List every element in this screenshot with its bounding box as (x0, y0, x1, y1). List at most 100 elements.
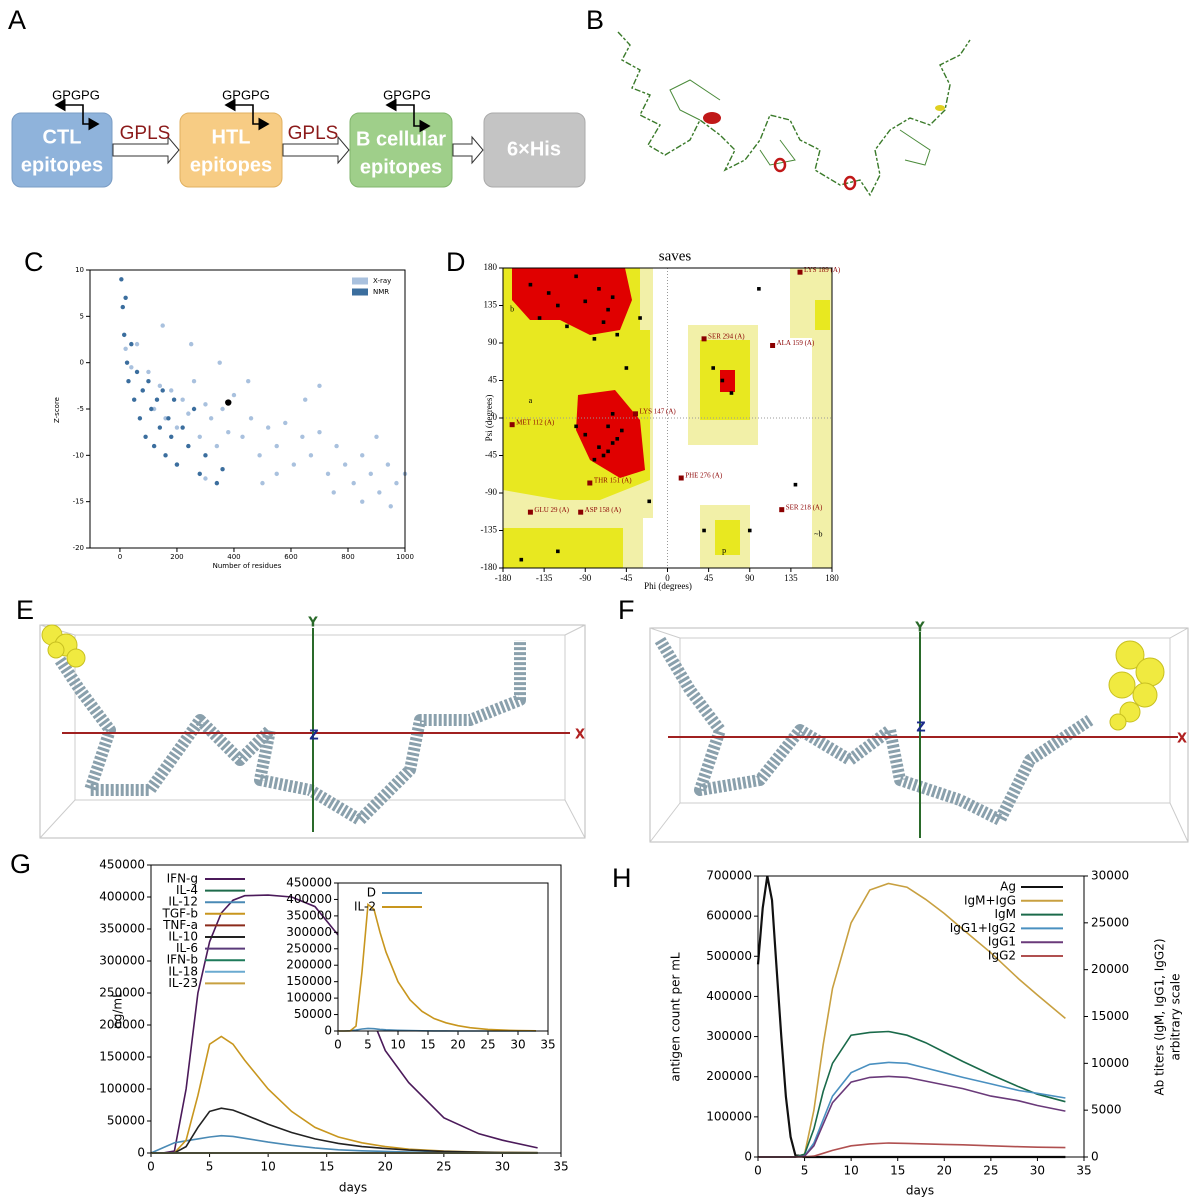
line-series (758, 1075, 1066, 1158)
point (638, 316, 642, 320)
x-tick-label: 20 (378, 1160, 393, 1174)
region-label: ~b (814, 529, 822, 538)
region-core (720, 370, 735, 392)
legend-label: IFN-b (167, 953, 198, 967)
y-tick-label: 50000 (294, 1007, 332, 1021)
epitope (41, 624, 86, 668)
legend-label: X-ray (373, 277, 391, 285)
chart: 0 5 10 15 20 25 30 3501000002000003000004000005… (669, 869, 1183, 1198)
region-allowed (815, 300, 830, 330)
legend-label: IL-18 (168, 964, 198, 978)
point (360, 499, 365, 504)
y-tick-label: 0 (744, 1150, 752, 1164)
point (556, 303, 560, 308)
legend-label: IL-4 (176, 883, 198, 897)
x-tick-label: 180 (825, 573, 839, 583)
y-tick-label: 90 (488, 337, 498, 347)
molecule (55, 640, 526, 826)
point (126, 379, 131, 384)
y-tick-label: 200000 (99, 1018, 145, 1032)
x-tick-label: 0 (147, 1160, 155, 1174)
point (624, 366, 629, 370)
point (720, 378, 725, 383)
legend-label: IL-23 (168, 976, 198, 990)
point (574, 274, 578, 279)
point (747, 528, 752, 533)
point (191, 406, 197, 412)
chart-title: saves (659, 248, 692, 264)
x-tick-label: 5 (801, 1164, 809, 1178)
point (134, 341, 140, 347)
point (217, 360, 222, 365)
point (597, 445, 601, 449)
panel-label: D (446, 247, 466, 277)
point (220, 406, 225, 412)
line-series (338, 902, 537, 1032)
point (556, 549, 560, 554)
helix (773, 157, 787, 173)
y-tick-label: 300000 (99, 954, 145, 968)
y-tick-label: -5 (77, 405, 84, 413)
point (610, 441, 615, 445)
labelled-residue (587, 480, 593, 486)
x-tick-label: 25 (983, 1164, 998, 1178)
x-tick-label: 0 (754, 1164, 762, 1178)
region-generous (812, 338, 832, 568)
legend-label: NMR (373, 288, 389, 296)
plot-frame (89, 269, 406, 549)
y-tick-label: -90 (485, 487, 497, 497)
legend-label: IL-6 (176, 941, 198, 955)
point (615, 437, 620, 441)
x-tick-label: 0 (334, 1038, 342, 1052)
line-series (151, 1107, 538, 1154)
plot-frame (337, 882, 549, 1032)
y-tick-label: 300000 (706, 1029, 752, 1043)
chart: 0 200 400 600 800 1000 -20 -15 -10 -5 0 5 10 Number o… (53, 266, 414, 570)
point (257, 453, 262, 458)
labelled-residue (770, 343, 776, 348)
y2-tick-label: 15000 (1091, 1009, 1129, 1023)
y-tick-label: 300000 (286, 925, 332, 939)
point (129, 365, 134, 370)
linker-top: GPGPG (52, 87, 100, 102)
y-tick-label: 200000 (706, 1069, 752, 1083)
point (597, 287, 601, 291)
x-tick-label: 30 (495, 1160, 510, 1174)
y-tick-label: 0 (493, 412, 498, 422)
backbone (617, 31, 971, 197)
point (174, 462, 180, 467)
point (308, 453, 314, 458)
region-core (512, 268, 632, 335)
helix (843, 175, 857, 191)
point (647, 499, 652, 504)
point (729, 391, 734, 395)
y-tick-label: 250000 (99, 986, 145, 1000)
point (214, 480, 220, 486)
point (203, 402, 208, 407)
x-axis-label: Number of residues (213, 562, 282, 570)
plot-frame (757, 875, 1085, 1158)
point (283, 420, 288, 426)
point (186, 443, 191, 449)
point (331, 490, 336, 495)
y-tick-label: 100000 (706, 1109, 752, 1123)
legend-label: IFN-g (167, 872, 198, 886)
labelled-residue (509, 422, 515, 428)
point (610, 412, 615, 416)
labelled-residue (701, 336, 707, 342)
linker-top: GPGPG (383, 87, 431, 102)
point (610, 295, 615, 299)
helix (703, 112, 721, 124)
point (606, 449, 610, 454)
block-text: epitopes (190, 154, 272, 176)
point (615, 332, 620, 337)
point (274, 443, 279, 449)
x-axis-label: Phi (degrees) (644, 581, 692, 591)
region-core (576, 390, 645, 478)
construct-diagram: CTL epitopes HTL epitopes B cellular epi… (11, 87, 586, 188)
y-tick-label: -20 (73, 544, 84, 552)
region-allowed (715, 520, 740, 555)
line-series (758, 1030, 1066, 1158)
block-text: epitopes (21, 154, 103, 176)
legend-label: IgM (994, 907, 1016, 921)
